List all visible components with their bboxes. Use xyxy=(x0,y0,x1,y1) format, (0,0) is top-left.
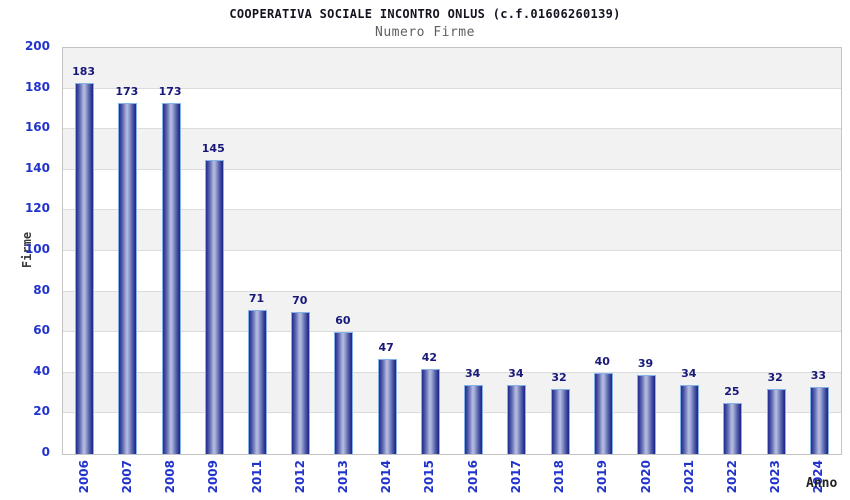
y-tick-label: 60 xyxy=(33,323,50,338)
bar-2009 xyxy=(204,160,224,454)
bar-2021 xyxy=(680,385,700,454)
bar-value-label: 42 xyxy=(421,351,438,364)
y-tick-label: 120 xyxy=(24,201,50,216)
bar-value-label: 40 xyxy=(594,355,610,368)
grid-band xyxy=(63,291,841,333)
chart-subtitle: Numero Firme xyxy=(375,25,475,40)
bar-2017 xyxy=(507,385,527,454)
grid-band xyxy=(63,88,841,130)
bar-2006 xyxy=(75,83,95,454)
bar-value-label: 71 xyxy=(248,292,265,305)
x-tick-label: 2023 xyxy=(768,460,783,494)
x-axis-title: Anno xyxy=(806,476,838,491)
y-tick-label: 160 xyxy=(24,120,50,135)
y-tick-label: 180 xyxy=(24,79,50,94)
grid-band xyxy=(63,413,841,454)
bar-value-label: 32 xyxy=(551,371,567,384)
x-tick-label: 2011 xyxy=(249,460,264,494)
grid-band xyxy=(63,332,841,373)
grid-band xyxy=(63,251,841,292)
bar-2022 xyxy=(723,403,743,454)
plot-area xyxy=(62,47,842,455)
bar-value-label: 34 xyxy=(464,367,481,380)
bar-2012 xyxy=(291,312,311,454)
x-tick-label: 2006 xyxy=(76,460,91,494)
bar-2007 xyxy=(118,103,138,454)
grid-band xyxy=(63,169,841,211)
x-tick-label: 2021 xyxy=(681,460,696,494)
x-tick-label: 2007 xyxy=(119,460,134,494)
bar-2019 xyxy=(593,373,613,454)
bar-2020 xyxy=(637,375,656,454)
bar-2024 xyxy=(809,387,829,454)
x-tick-label: 2018 xyxy=(552,460,567,494)
y-tick-label: 40 xyxy=(33,363,50,378)
bar-2014 xyxy=(377,359,397,454)
y-tick-label: 100 xyxy=(24,242,50,256)
x-tick-label: 2014 xyxy=(379,460,394,494)
y-tick-label: 20 xyxy=(33,404,50,419)
bar-value-label: 183 xyxy=(72,65,96,78)
bar-2016 xyxy=(464,385,484,454)
bar-value-label: 33 xyxy=(810,369,827,382)
x-tick-label: 2020 xyxy=(638,460,653,494)
x-tick-label: 2015 xyxy=(422,460,437,494)
x-tick-label: 2012 xyxy=(292,460,307,494)
x-tick-label: 2008 xyxy=(163,460,178,494)
bar-2008 xyxy=(161,103,181,454)
bar-value-label: 60 xyxy=(335,314,351,327)
bar-value-label: 145 xyxy=(201,142,225,155)
y-tick-label: 200 xyxy=(24,39,50,53)
x-tick-label: 2009 xyxy=(206,460,221,494)
bar-value-label: 47 xyxy=(378,341,394,354)
bar-2013 xyxy=(334,332,354,454)
x-tick-label: 2017 xyxy=(508,460,523,494)
bar-value-label: 70 xyxy=(292,294,308,307)
grid-band xyxy=(63,48,841,89)
bar-value-label: 34 xyxy=(681,367,697,380)
bar-value-label: 34 xyxy=(508,367,524,380)
bar-2011 xyxy=(248,310,267,454)
y-tick-label: 140 xyxy=(24,160,50,175)
x-tick-label: 2022 xyxy=(724,460,739,494)
bar-value-label: 173 xyxy=(158,85,182,98)
bar-2015 xyxy=(420,369,440,454)
bar-value-label: 25 xyxy=(724,385,740,398)
grid-band xyxy=(63,129,841,170)
grid-band xyxy=(63,372,841,414)
chart-title: COOPERATIVA SOCIALE INCONTRO ONLUS (c.f.… xyxy=(229,7,621,21)
grid-band xyxy=(63,210,841,251)
bar-2023 xyxy=(766,389,786,454)
x-tick-label: 2013 xyxy=(335,460,350,494)
x-tick-label: 2019 xyxy=(595,460,610,494)
bar-value-label: 39 xyxy=(637,357,654,370)
bar-value-label: 32 xyxy=(767,371,783,384)
bar-2018 xyxy=(550,389,570,454)
y-tick-label: 0 xyxy=(41,445,50,459)
x-tick-label: 2016 xyxy=(465,460,480,494)
bar-value-label: 173 xyxy=(115,85,139,98)
y-tick-label: 80 xyxy=(33,282,50,297)
